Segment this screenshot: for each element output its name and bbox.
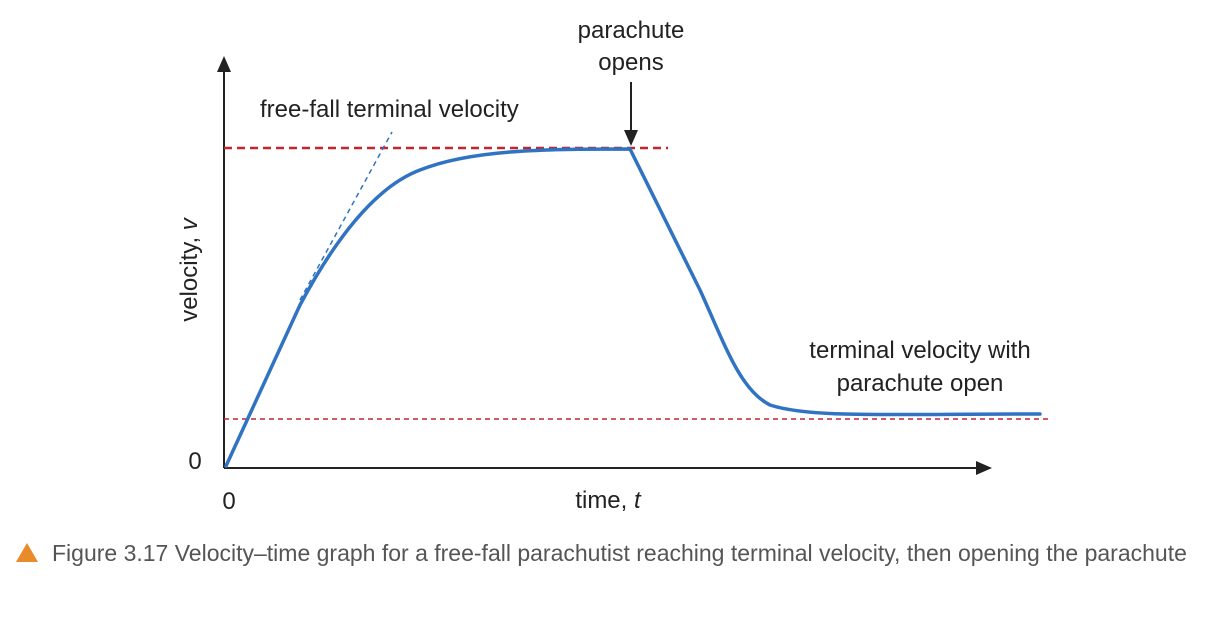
- y-origin-label: 0: [188, 448, 201, 475]
- velocity-curve: [224, 147, 1042, 468]
- parachute-opens-label-line1: parachute: [578, 17, 685, 44]
- y-axis-label: velocity, v: [176, 216, 203, 322]
- x-axis-label: time, t: [575, 487, 642, 514]
- x-axis-arrowhead: [976, 461, 992, 475]
- caption-text: Figure 3.17 Velocity–time graph for a fr…: [52, 540, 1187, 566]
- parachute-opens-arrowhead: [624, 130, 638, 146]
- x-origin-label: 0: [222, 488, 235, 515]
- freefall-terminal-velocity-label: free-fall terminal velocity: [260, 96, 519, 123]
- parachute-opens-label-line2: opens: [598, 49, 663, 76]
- initial-slope-tangent: [299, 131, 393, 301]
- parachute-terminal-velocity-label-line2: parachute open: [837, 370, 1004, 397]
- y-axis-arrowhead: [217, 56, 231, 72]
- parachute-terminal-velocity-label-line1: terminal velocity with: [809, 337, 1030, 364]
- figure-caption: Figure 3.17 Velocity–time graph for a fr…: [16, 536, 1211, 570]
- caption-triangle-icon: [16, 543, 38, 562]
